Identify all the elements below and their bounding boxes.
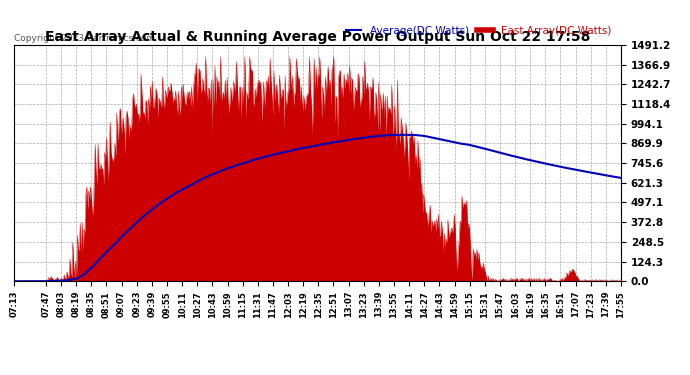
Text: Copyright 2023 Cartronics.com: Copyright 2023 Cartronics.com (14, 34, 155, 43)
Legend: Average(DC Watts), East Array(DC Watts): Average(DC Watts), East Array(DC Watts) (342, 22, 615, 40)
Title: East Array Actual & Running Average Power Output Sun Oct 22 17:58: East Array Actual & Running Average Powe… (45, 30, 590, 44)
